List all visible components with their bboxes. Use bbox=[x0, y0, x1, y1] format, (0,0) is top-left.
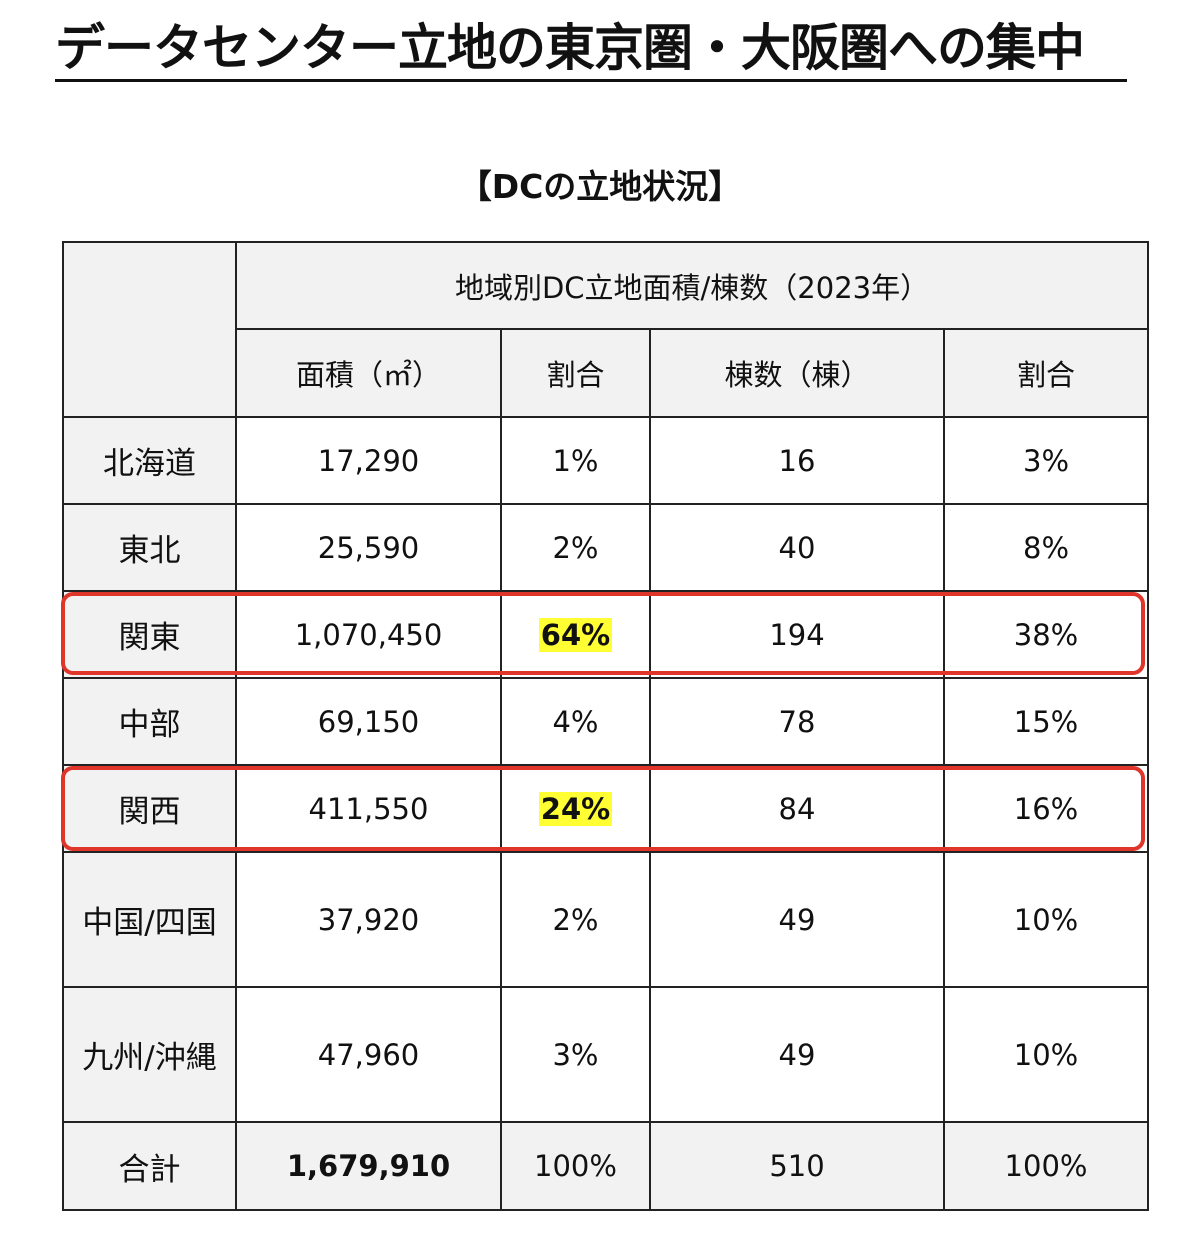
table-row: 中国/四国 37,920 2% 49 10% bbox=[62, 851, 1150, 988]
total-area-value: 1,679,910 bbox=[235, 1121, 502, 1211]
table-row: 関西 411,550 24% 84 16% bbox=[62, 764, 1150, 853]
table-row: 北海道 17,290 1% 16 3% bbox=[62, 416, 1150, 505]
area-share-value: 2% bbox=[500, 851, 651, 988]
building-share-value: 38% bbox=[942, 590, 1150, 679]
region-name: 中国/四国 bbox=[62, 851, 237, 988]
area-value: 47,960 bbox=[235, 986, 502, 1123]
building-share-value: 10% bbox=[942, 851, 1150, 988]
buildings-value: 16 bbox=[649, 416, 945, 505]
area-share-cell: 64% bbox=[500, 590, 651, 679]
highlighted-area-share: 64% bbox=[538, 617, 613, 652]
table-total-row: 合計 1,679,910 100% 510 100% bbox=[62, 1121, 1150, 1211]
group-header: 地域別DC立地面積/棟数（2023年） bbox=[234, 241, 1150, 330]
total-buildings-value: 510 bbox=[649, 1121, 945, 1211]
area-value: 17,290 bbox=[235, 416, 502, 505]
table-corner-cell bbox=[62, 241, 237, 418]
buildings-value: 84 bbox=[649, 764, 945, 853]
area-share-value: 3% bbox=[500, 986, 651, 1123]
highlighted-area-share: 24% bbox=[538, 791, 613, 826]
area-share-cell: 24% bbox=[500, 764, 651, 853]
region-name: 関西 bbox=[62, 764, 237, 853]
page-title: データセンター立地の東京圏・大阪圏への集中 bbox=[55, 19, 1085, 77]
area-share-value: 1% bbox=[500, 416, 651, 505]
region-name: 東北 bbox=[62, 503, 237, 592]
column-header-buildings: 棟数（棟） bbox=[649, 328, 945, 418]
table-row: 東北 25,590 2% 40 8% bbox=[62, 503, 1150, 592]
building-share-value: 3% bbox=[942, 416, 1150, 505]
region-name: 中部 bbox=[62, 677, 237, 766]
region-name: 関東 bbox=[62, 590, 237, 679]
table-group-header-row: 地域別DC立地面積/棟数（2023年） bbox=[62, 241, 1150, 418]
region-name: 北海道 bbox=[62, 416, 237, 505]
total-label: 合計 bbox=[62, 1121, 237, 1211]
table-row: 九州/沖縄 47,960 3% 49 10% bbox=[62, 986, 1150, 1123]
column-header-building-share: 割合 bbox=[942, 328, 1150, 418]
table-row: 関東 1,070,450 64% 194 38% bbox=[62, 590, 1150, 679]
buildings-value: 49 bbox=[649, 851, 945, 988]
column-header-area: 面積（㎡） bbox=[235, 328, 502, 418]
buildings-value: 40 bbox=[649, 503, 945, 592]
area-share-value: 4% bbox=[500, 677, 651, 766]
total-building-share-value: 100% bbox=[942, 1121, 1150, 1211]
buildings-value: 49 bbox=[649, 986, 945, 1123]
column-header-area-share: 割合 bbox=[500, 328, 651, 418]
dc-location-table: 地域別DC立地面積/棟数（2023年） 面積（㎡） 割合 棟数（棟） 割合 北海… bbox=[62, 241, 1150, 1211]
table-column-header-row: 面積（㎡） 割合 棟数（棟） 割合 bbox=[63, 328, 1150, 418]
area-value: 1,070,450 bbox=[235, 590, 502, 679]
buildings-value: 194 bbox=[649, 590, 945, 679]
building-share-value: 16% bbox=[942, 764, 1150, 853]
region-name: 九州/沖縄 bbox=[62, 986, 237, 1123]
total-area-share-value: 100% bbox=[500, 1121, 651, 1211]
building-share-value: 8% bbox=[942, 503, 1150, 592]
area-value: 69,150 bbox=[235, 677, 502, 766]
table-row: 中部 69,150 4% 78 15% bbox=[62, 677, 1150, 766]
area-value: 411,550 bbox=[235, 764, 502, 853]
area-value: 37,920 bbox=[235, 851, 502, 988]
title-underline bbox=[55, 79, 1127, 82]
section-title: 【DCの立地状況】 bbox=[458, 167, 742, 206]
building-share-value: 15% bbox=[942, 677, 1150, 766]
building-share-value: 10% bbox=[942, 986, 1150, 1123]
buildings-value: 78 bbox=[649, 677, 945, 766]
area-share-value: 2% bbox=[500, 503, 651, 592]
area-value: 25,590 bbox=[235, 503, 502, 592]
